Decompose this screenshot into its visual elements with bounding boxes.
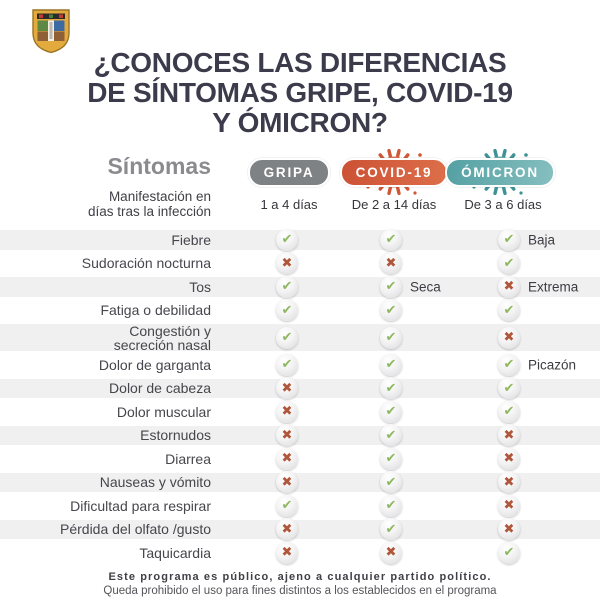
table-row: Diarrea bbox=[0, 447, 600, 471]
symptom-label: Dolor muscular bbox=[116, 403, 211, 420]
omicron-status-icon bbox=[498, 400, 520, 423]
covid-days: De 2 a 14 días bbox=[351, 197, 437, 212]
omicron-note: Baja bbox=[528, 232, 556, 248]
manifestation-line-1: Manifestación en bbox=[108, 189, 211, 204]
covid-status-icon bbox=[380, 471, 402, 494]
symptom-label: Pérdida del olfato /gusto bbox=[60, 521, 211, 538]
gripa-days: 1 a 4 días bbox=[260, 197, 318, 212]
title-line-3: Y ÓMICRON? bbox=[212, 107, 388, 138]
table-row: Congestión y secreción nasal bbox=[0, 322, 600, 353]
symptom-label: Sudoración nocturna bbox=[81, 255, 211, 272]
covid-status-icon bbox=[380, 275, 402, 298]
footer-disclaimer-regular: Queda prohibido el uso para fines distin… bbox=[103, 585, 497, 597]
gripa-status-icon bbox=[276, 471, 298, 494]
omicron-status-icon bbox=[498, 353, 520, 376]
omicron-status-icon bbox=[498, 518, 520, 541]
omicron-status-icon bbox=[498, 228, 520, 251]
page-title: ¿CONOCES LAS DIFERENCIAS DE SÍNTOMAS GRI… bbox=[0, 48, 600, 138]
covid-badge: COVID-19 bbox=[339, 140, 449, 204]
table-row: Dificultad para respirar bbox=[0, 494, 600, 518]
omicron-note: Picazón bbox=[528, 357, 577, 373]
omicron-note: Extrema bbox=[528, 279, 579, 295]
manifestation-line-2: días tras la infección bbox=[87, 204, 211, 219]
crest-logo bbox=[32, 9, 70, 54]
symptoms-column-header: Síntomas bbox=[107, 153, 211, 179]
symptom-label: Dificultad para respirar bbox=[70, 497, 211, 514]
omicron-status-icon bbox=[498, 326, 520, 349]
gripa-status-icon bbox=[276, 447, 298, 470]
symptom-label: Fatiga o debilidad bbox=[100, 302, 211, 319]
gripa-status-icon bbox=[276, 494, 298, 517]
table-row: Dolor muscular bbox=[0, 400, 600, 424]
footer: Este programa es público, ajeno a cualqu… bbox=[0, 571, 600, 597]
covid-status-icon bbox=[380, 494, 402, 517]
symptom-label: Diarrea bbox=[165, 450, 211, 467]
symptom-label: Congestión y secreción nasal bbox=[113, 322, 211, 353]
omicron-badge: ÓMICRON bbox=[445, 140, 555, 204]
covid-status-icon bbox=[380, 518, 402, 541]
omicron-status-icon bbox=[498, 275, 520, 298]
symptom-label: Tos bbox=[189, 278, 211, 295]
table-row: Sudoración nocturna bbox=[0, 252, 600, 276]
symptom-label: Estornudos bbox=[140, 427, 211, 444]
covid-status-icon bbox=[380, 447, 402, 470]
table-row: Fiebre Baja bbox=[0, 228, 600, 252]
gripa-status-icon bbox=[276, 424, 298, 447]
symptom-label: Taquicardia bbox=[139, 544, 211, 561]
omicron-status-icon bbox=[498, 424, 520, 447]
omicron-status-icon bbox=[498, 299, 520, 322]
omicron-status-icon bbox=[498, 377, 520, 400]
omicron-status-icon bbox=[498, 541, 520, 564]
table-row: Nauseas y vómito bbox=[0, 471, 600, 495]
omicron-status-icon bbox=[498, 471, 520, 494]
covid-status-icon bbox=[380, 326, 402, 349]
covid-status-icon bbox=[380, 353, 402, 376]
covid-status-icon bbox=[380, 400, 402, 423]
omicron-status-icon bbox=[498, 252, 520, 275]
covid-status-icon bbox=[380, 424, 402, 447]
table-row: Tos Seca Extrema bbox=[0, 275, 600, 299]
covid-note: Seca bbox=[410, 279, 441, 295]
symptom-label: Nauseas y vómito bbox=[99, 474, 211, 491]
gripa-status-icon bbox=[276, 252, 298, 275]
gripa-status-icon bbox=[276, 400, 298, 423]
gripa-badge: GRIPA bbox=[234, 140, 344, 204]
symptom-label: Dolor de garganta bbox=[98, 356, 211, 373]
footer-disclaimer-bold: Este programa es público, ajeno a cualqu… bbox=[108, 571, 492, 583]
title-line-2: DE SÍNTOMAS GRIPE, COVID-19 bbox=[87, 77, 513, 108]
gripa-status-icon bbox=[276, 353, 298, 376]
table-row: Dolor de garganta Picazón bbox=[0, 353, 600, 377]
table-row: Estornudos bbox=[0, 424, 600, 448]
gripa-status-icon bbox=[276, 275, 298, 298]
manifestation-label: Manifestación en días tras la infección bbox=[0, 189, 235, 219]
omicron-badge-label: ÓMICRON bbox=[445, 157, 555, 187]
covid-status-icon bbox=[380, 228, 402, 251]
symptom-label: Dolor de cabeza bbox=[109, 380, 211, 397]
covid-status-icon bbox=[380, 252, 402, 275]
gripa-status-icon bbox=[276, 518, 298, 541]
symptom-label: Fiebre bbox=[171, 231, 211, 248]
table-row: Pérdida del olfato /gusto bbox=[0, 518, 600, 542]
gripa-status-icon bbox=[276, 541, 298, 564]
gripa-status-icon bbox=[276, 228, 298, 251]
table-row: Taquicardia bbox=[0, 541, 600, 565]
table-row: Fatiga o debilidad bbox=[0, 299, 600, 323]
gripa-status-icon bbox=[276, 326, 298, 349]
title-line-1: ¿CONOCES LAS DIFERENCIAS bbox=[93, 47, 507, 78]
omicron-days: De 3 a 6 días bbox=[464, 197, 542, 212]
table-row: Dolor de cabeza bbox=[0, 377, 600, 401]
gripa-badge-label: GRIPA bbox=[247, 157, 331, 187]
gripa-status-icon bbox=[276, 299, 298, 322]
covid-status-icon bbox=[380, 377, 402, 400]
covid-badge-label: COVID-19 bbox=[339, 157, 449, 187]
covid-status-icon bbox=[380, 541, 402, 564]
symptom-table: Fiebre Baja Sudoración nocturna Tos Seca… bbox=[0, 228, 600, 565]
covid-status-icon bbox=[380, 299, 402, 322]
omicron-status-icon bbox=[498, 494, 520, 517]
gripa-status-icon bbox=[276, 377, 298, 400]
omicron-status-icon bbox=[498, 447, 520, 470]
